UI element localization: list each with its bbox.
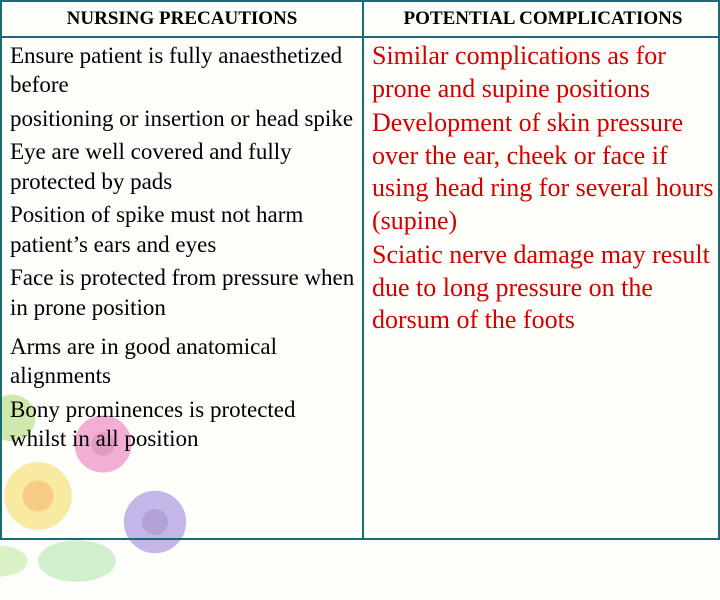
list-item: Similar complications as for prone and s… <box>372 40 716 105</box>
precautions-complications-table: NURSING PRECAUTIONS POTENTIAL COMPLICATI… <box>0 0 720 540</box>
list-item: Bony prominences is protected whilst in … <box>10 394 356 455</box>
list-item: positioning or insertion or head spike <box>10 103 356 134</box>
list-item: Development of skin pressure over the ea… <box>372 107 716 237</box>
list-item: Sciatic nerve damage may result due to l… <box>372 239 716 337</box>
header-right-text: POTENTIAL COMPLICATIONS <box>404 8 683 30</box>
list-item: Position of spike must not harm patient’… <box>10 199 356 260</box>
column-header-potential-complications: POTENTIAL COMPLICATIONS <box>364 2 720 38</box>
list-item: Arms are in good anatomical alignments <box>10 331 356 392</box>
nursing-precautions-cell: Ensure patient is fully anaesthetized be… <box>2 38 364 538</box>
header-left-text: NURSING PRECAUTIONS <box>67 8 298 30</box>
potential-complications-cell: Similar complications as for prone and s… <box>364 38 720 538</box>
list-item: Eye are well covered and fully protected… <box>10 136 356 197</box>
list-item: Face is protected from pressure when in … <box>10 262 356 323</box>
column-header-nursing-precautions: NURSING PRECAUTIONS <box>2 2 364 38</box>
list-item: Ensure patient is fully anaesthetized be… <box>10 40 356 101</box>
